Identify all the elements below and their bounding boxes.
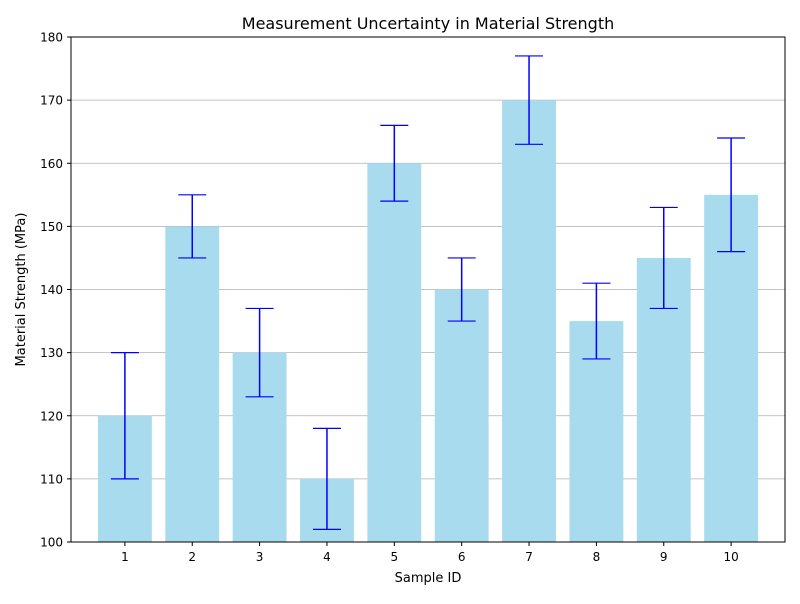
x-tick-label: 8	[593, 550, 601, 564]
x-axis-label: Sample ID	[395, 571, 462, 586]
error-bars	[110, 55, 746, 530]
y-axis-ticks: 100 110 120 130 140 150 160 170 180	[40, 31, 71, 550]
y-tick-label: 140	[40, 283, 63, 297]
y-tick-label: 180	[40, 31, 63, 45]
x-tick-label: 3	[256, 550, 264, 564]
x-axis-ticks: 1 2 3 4 5 6 7 8 9 10	[121, 542, 739, 564]
y-tick-label: 120	[40, 409, 63, 423]
chart-title: Measurement Uncertainty in Material Stre…	[242, 14, 614, 33]
x-tick-label: 2	[188, 550, 196, 564]
y-tick-label: 100	[40, 536, 63, 550]
bars	[97, 100, 759, 542]
bar	[434, 289, 489, 542]
bar	[367, 163, 422, 542]
x-tick-label: 5	[391, 550, 399, 564]
y-tick-label: 130	[40, 346, 63, 360]
y-tick-label: 150	[40, 220, 63, 234]
y-axis-label: Material Strength (MPa)	[14, 213, 29, 367]
y-tick-label: 170	[40, 94, 63, 108]
bar	[502, 100, 556, 542]
x-tick-label: 9	[660, 550, 668, 564]
y-tick-label: 110	[40, 472, 63, 486]
x-tick-label: 6	[458, 550, 466, 564]
x-tick-label: 10	[723, 550, 738, 564]
bar	[165, 226, 220, 542]
y-tick-label: 160	[40, 157, 63, 171]
x-tick-label: 1	[121, 550, 129, 564]
x-tick-label: 4	[323, 550, 331, 564]
bar	[704, 194, 759, 542]
x-tick-label: 7	[525, 550, 533, 564]
